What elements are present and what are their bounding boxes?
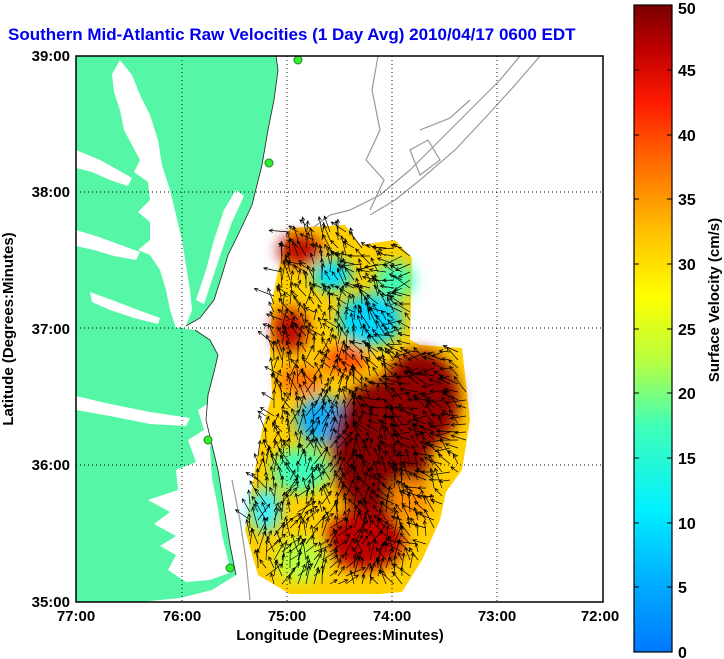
svg-text:75:00: 75:00 [268, 608, 306, 625]
svg-text:45: 45 [678, 63, 696, 80]
svg-text:25: 25 [678, 322, 696, 339]
svg-text:72:00: 72:00 [581, 608, 619, 625]
x-axis-ticks: 77:00 76:00 75:00 74:00 73:00 72:00 [57, 608, 619, 625]
map-plot-area [76, 56, 603, 602]
x-axis-label: Longitude (Degrees:Minutes) [236, 627, 444, 644]
plot-frame [75, 55, 604, 603]
svg-text:74:00: 74:00 [373, 608, 411, 625]
svg-text:35: 35 [678, 192, 696, 209]
svg-text:35:00: 35:00 [32, 594, 70, 611]
chesapeake-bay [112, 60, 192, 328]
svg-text:50: 50 [678, 1, 696, 18]
svg-text:77:00: 77:00 [57, 608, 95, 625]
svg-text:73:00: 73:00 [478, 608, 516, 625]
colorbar [633, 4, 673, 653]
pamlico-sound [148, 395, 232, 582]
svg-text:5: 5 [678, 580, 687, 597]
map-grid [76, 56, 603, 602]
svg-text:38:00: 38:00 [32, 184, 70, 201]
colorbar-ticks [634, 69, 672, 588]
y-axis-label: Latitude (Degrees:Minutes) [0, 232, 17, 425]
radar-stations [203, 56, 303, 573]
svg-text:37:00: 37:00 [32, 321, 70, 338]
velocity-field [234, 215, 470, 594]
svg-text:15: 15 [678, 451, 696, 468]
svg-text:76:00: 76:00 [163, 608, 201, 625]
svg-text:20: 20 [678, 386, 696, 403]
svg-text:30: 30 [678, 257, 696, 274]
svg-text:36:00: 36:00 [32, 457, 70, 474]
colorbar-labels: 0 5 10 15 20 25 30 35 40 45 50 [678, 1, 696, 659]
svg-text:40: 40 [678, 128, 696, 145]
svg-text:39:00: 39:00 [32, 48, 70, 65]
land-mass [76, 56, 278, 602]
svg-text:0: 0 [678, 645, 687, 659]
colorbar-label: Surface Velocity (cm/s) [706, 218, 723, 382]
map-title: Southern Mid-Atlantic Raw Velocities (1 … [8, 25, 576, 44]
velocity-arrows [234, 215, 467, 585]
velocity-arrow-paths [234, 215, 467, 585]
y-axis-ticks: 35:00 36:00 37:00 38:00 39:00 [32, 48, 70, 611]
svg-text:10: 10 [678, 516, 696, 533]
